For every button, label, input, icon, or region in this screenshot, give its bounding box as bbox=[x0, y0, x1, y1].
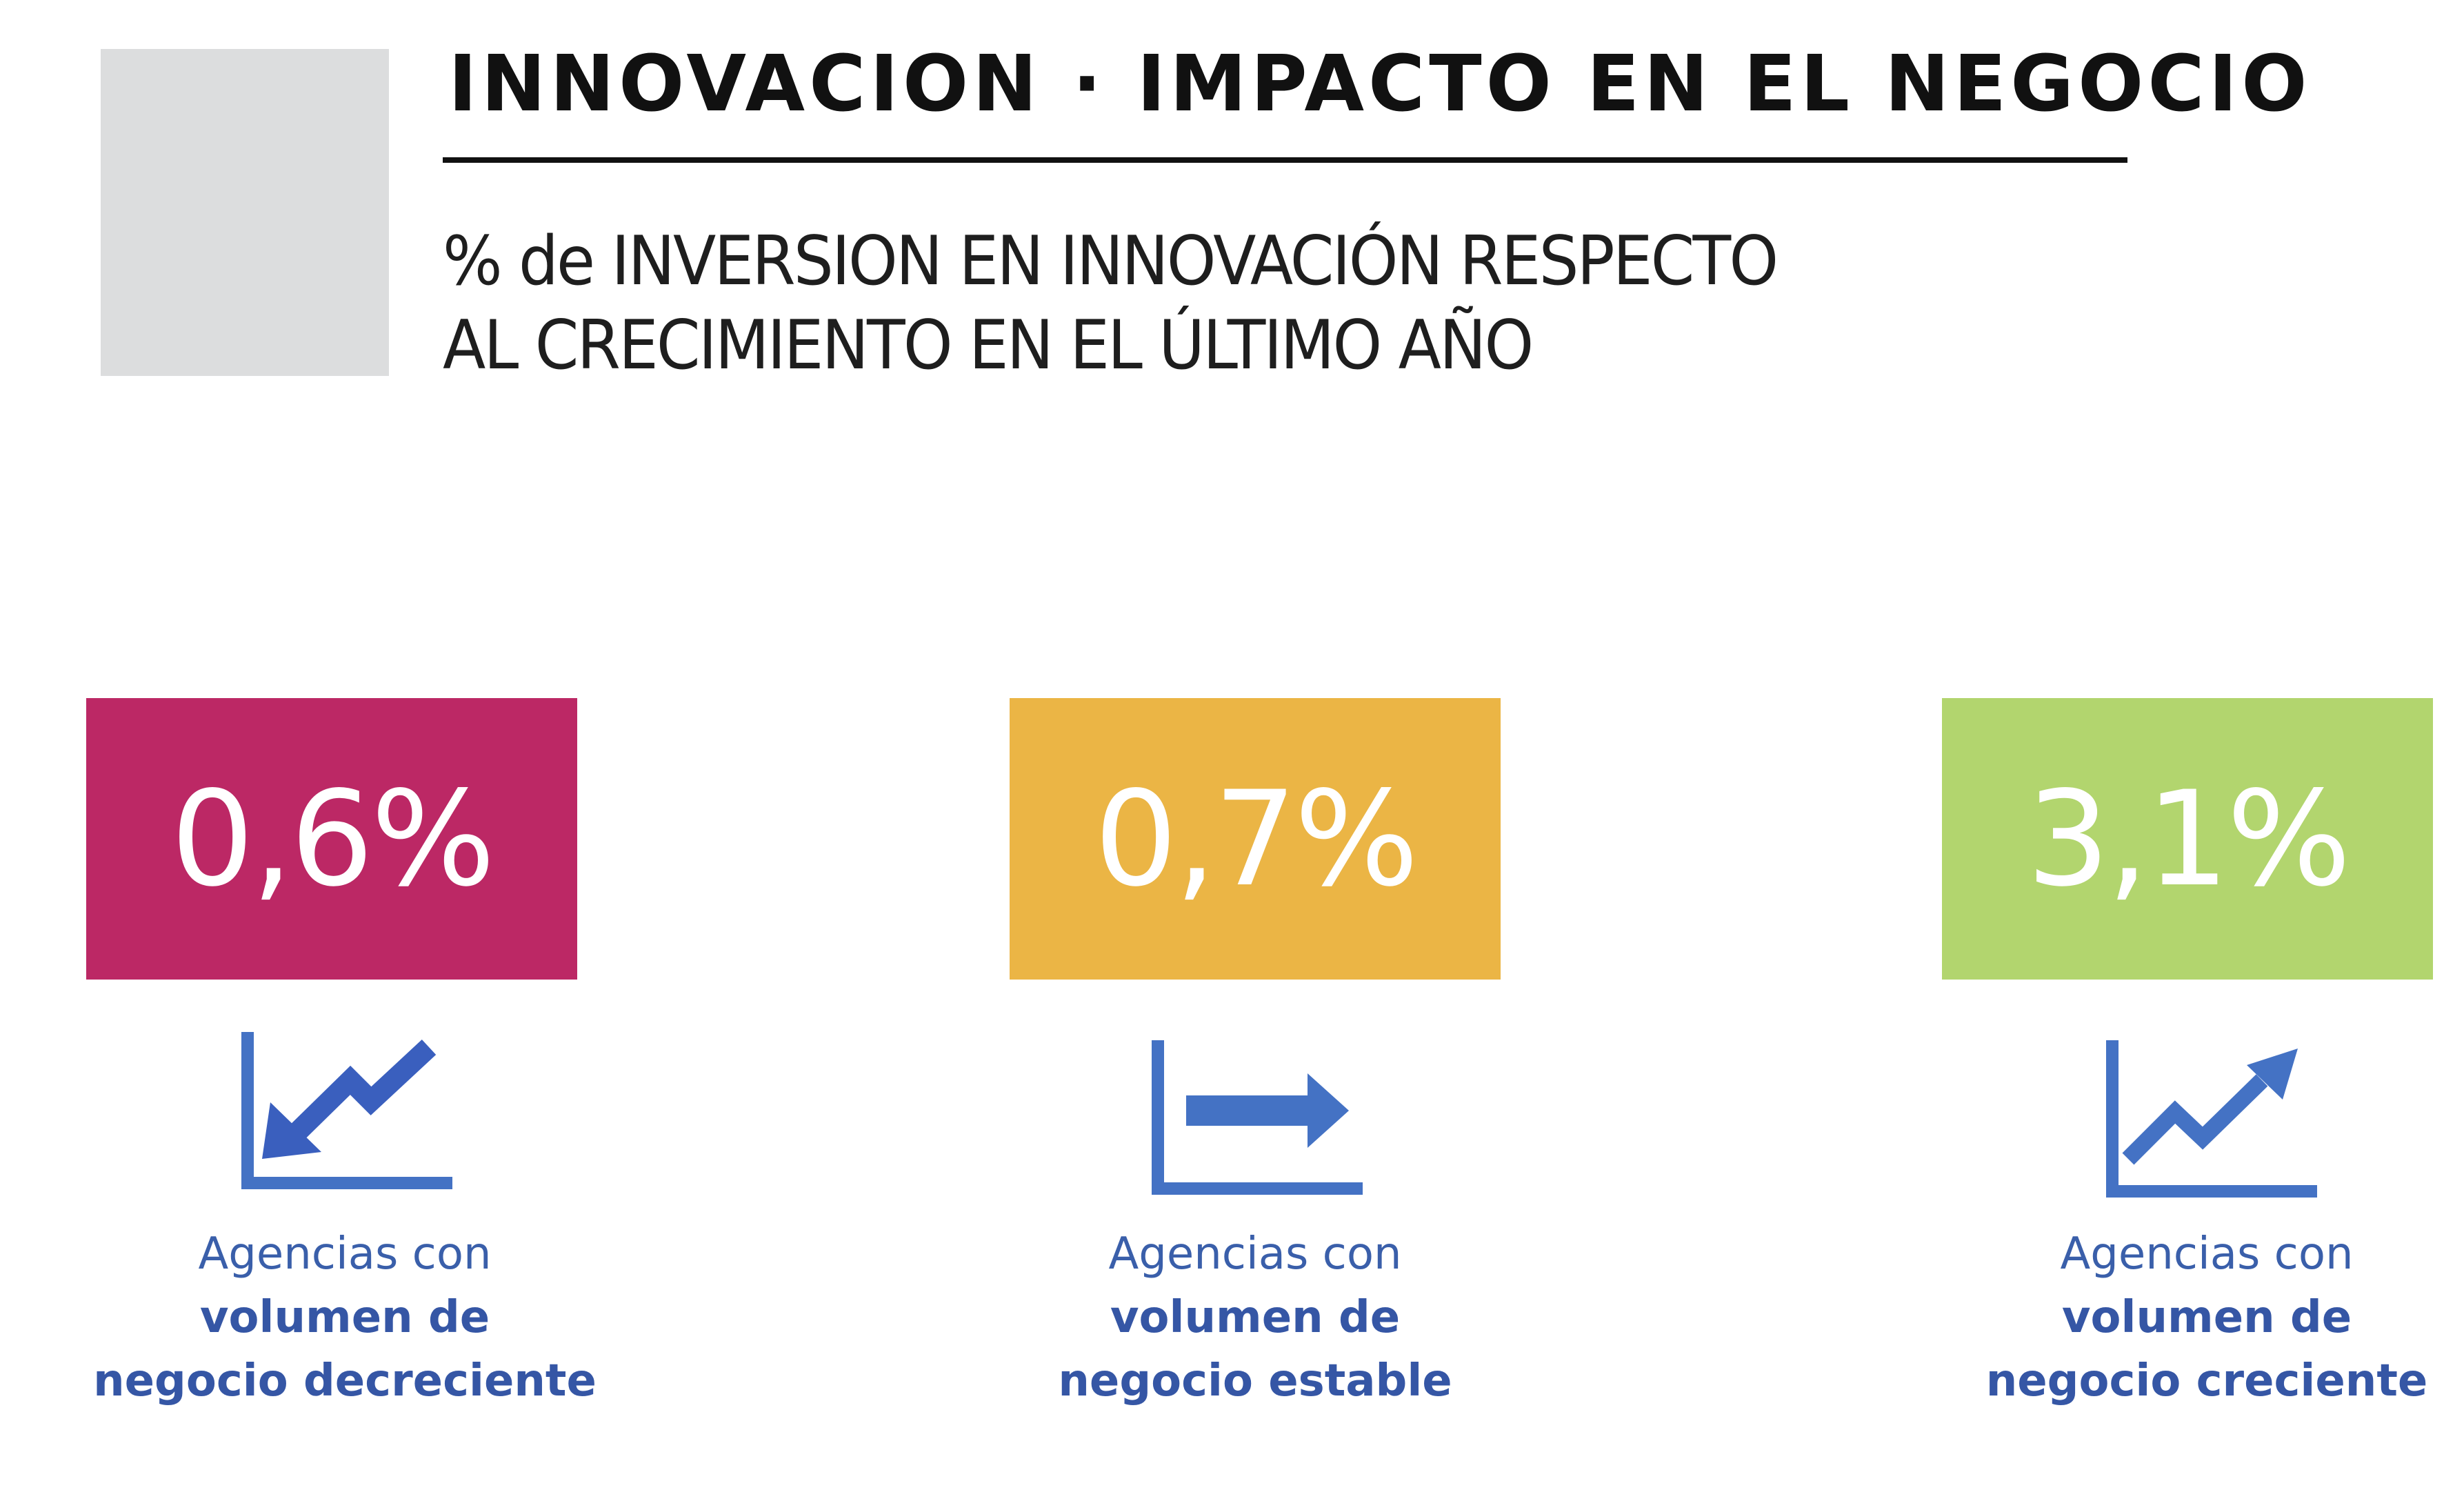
value-decreciente: 0,6% bbox=[170, 762, 496, 915]
caption-decreciente-line-1: Agencias con bbox=[198, 1229, 492, 1280]
caption-estable-line-1: Agencias con bbox=[1108, 1229, 1402, 1280]
value-creciente: 3,1% bbox=[2026, 762, 2352, 915]
page-subtitle: % de INVERSION EN INNOVACIÓN RESPECTO AL… bbox=[443, 219, 2014, 388]
header-gray-block bbox=[101, 49, 389, 376]
value-estable: 0,7% bbox=[1094, 762, 1419, 915]
subtitle-line-2: AL CRECIMIENTO EN EL ÚLTIMO AÑO bbox=[443, 306, 1534, 385]
trend-flat-icon bbox=[1152, 1040, 1363, 1195]
caption-decreciente-line-2: volumen de bbox=[199, 1292, 490, 1343]
caption-estable-line-3: negocio estable bbox=[1058, 1355, 1452, 1407]
caption-creciente-line-1: Agencias con bbox=[2060, 1229, 2354, 1280]
trend-up-icon bbox=[2106, 1040, 2317, 1198]
value-box-estable: 0,7% bbox=[1010, 698, 1501, 980]
page-title: INNOVACION · IMPACTO EN EL NEGOCIO bbox=[448, 39, 2312, 129]
title-divider bbox=[443, 157, 2127, 163]
caption-estable-line-2: volumen de bbox=[1110, 1292, 1401, 1343]
caption-decreciente: Agencias con volumen de negocio decrecie… bbox=[69, 1222, 621, 1413]
caption-creciente-line-2: volumen de bbox=[2061, 1292, 2352, 1343]
caption-creciente: Agencias con volumen de negocio crecient… bbox=[1931, 1222, 2464, 1413]
caption-estable: Agencias con volumen de negocio estable bbox=[979, 1222, 1531, 1413]
caption-decreciente-line-3: negocio decreciente bbox=[93, 1355, 597, 1407]
value-box-decreciente: 0,6% bbox=[86, 698, 577, 980]
caption-creciente-line-3: negocio creciente bbox=[1985, 1355, 2428, 1407]
subtitle-line-1: % de INVERSION EN INNOVACIÓN RESPECTO bbox=[443, 222, 1779, 301]
trend-down-icon bbox=[241, 1032, 452, 1189]
value-box-creciente: 3,1% bbox=[1942, 698, 2433, 980]
